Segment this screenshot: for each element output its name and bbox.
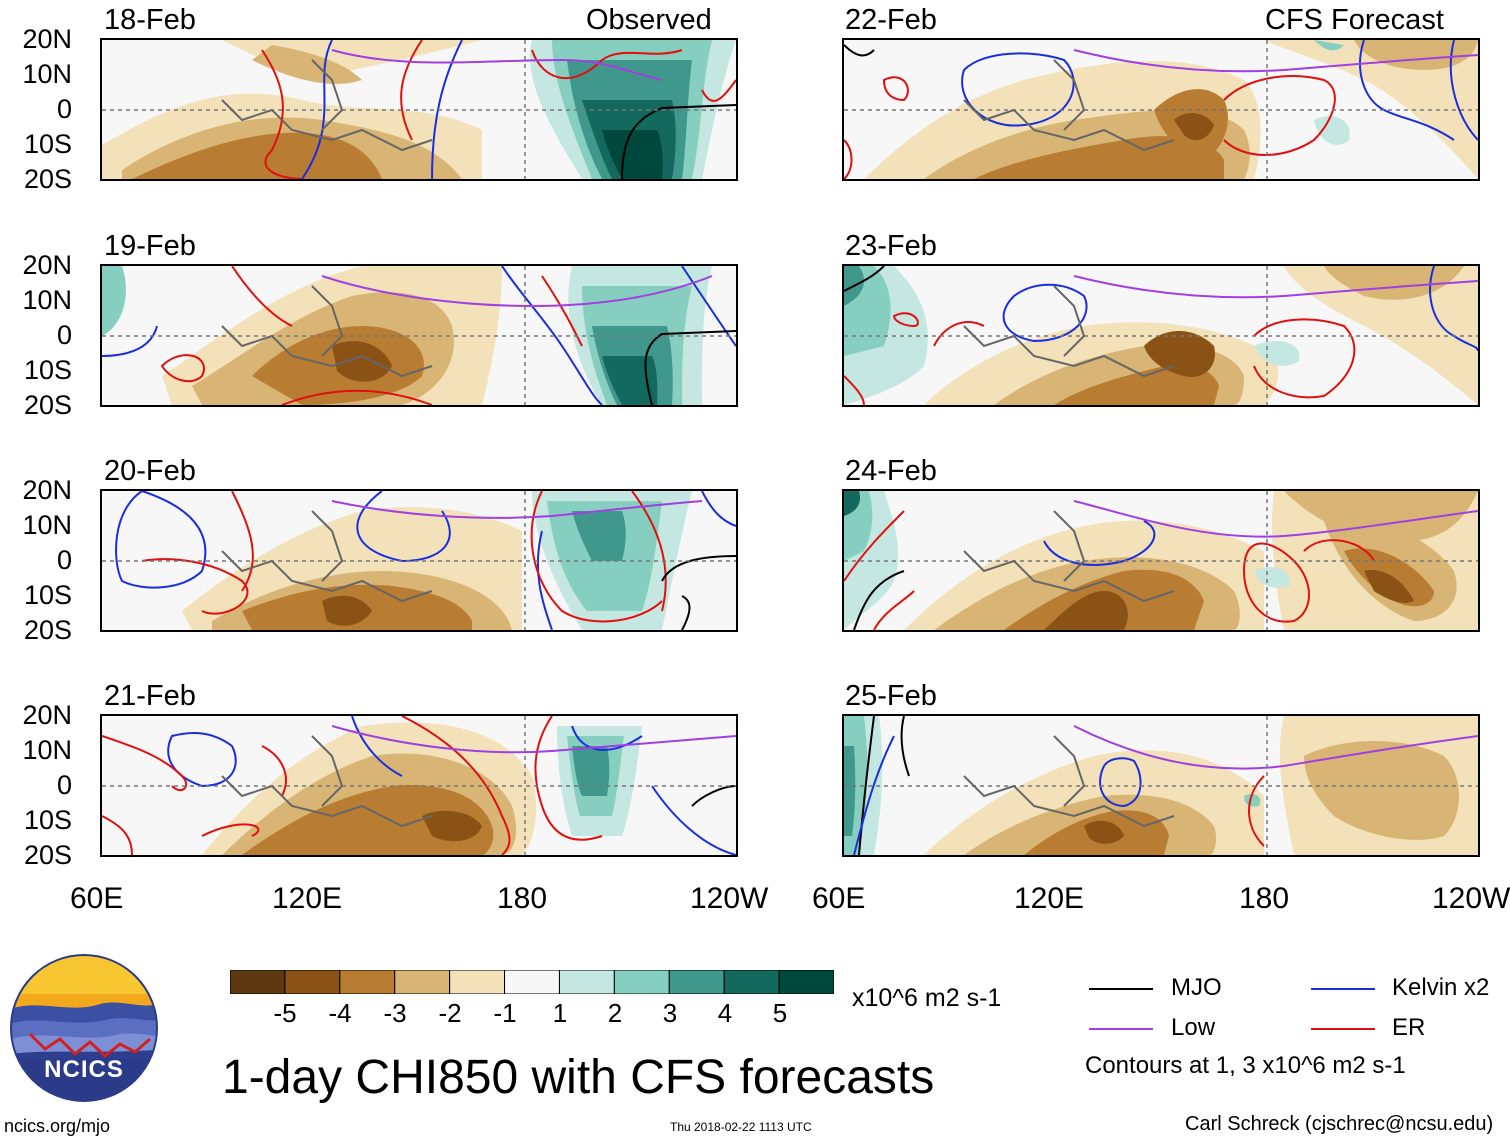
legend-line-low bbox=[1089, 1028, 1153, 1030]
lat-label: 20N bbox=[22, 250, 72, 280]
panel-date-label: 20-Feb bbox=[104, 455, 196, 487]
panel-header-observed: Observed bbox=[586, 4, 712, 36]
map-panel-19-feb bbox=[100, 264, 738, 407]
lat-label: 20N bbox=[22, 700, 72, 730]
legend-label-low: Low bbox=[1171, 1014, 1216, 1041]
ncics-logo: NCICS bbox=[10, 954, 158, 1102]
lon-label: 180 bbox=[1239, 882, 1290, 915]
ncics-logo-graphic bbox=[10, 954, 158, 1102]
panel-date-label: 23-Feb bbox=[845, 230, 937, 262]
legend-label-mjo: MJO bbox=[1171, 974, 1222, 1001]
colorbar-swatch bbox=[394, 969, 451, 995]
panel-date-label: 22-Feb bbox=[845, 4, 937, 36]
colorbar-tick-label: -3 bbox=[383, 998, 407, 1028]
lon-label: 120E bbox=[272, 882, 343, 915]
colorbar-tick-label: 5 bbox=[772, 998, 788, 1028]
colorbar-tick-label: 3 bbox=[662, 998, 678, 1028]
colorbar-units: x10^6 m2 s-1 bbox=[852, 984, 1002, 1012]
map-panel-25-feb bbox=[842, 714, 1480, 857]
lat-label: 10N bbox=[22, 735, 72, 765]
lat-label: 20N bbox=[22, 24, 72, 54]
map-field bbox=[102, 716, 736, 855]
panel-date-label: 19-Feb bbox=[104, 230, 196, 262]
map-panel-21-feb bbox=[100, 714, 738, 857]
panel-date-label: 24-Feb bbox=[845, 455, 937, 487]
lon-label: 120W bbox=[1432, 882, 1510, 915]
panel-date-label: 21-Feb bbox=[104, 680, 196, 712]
lat-label: 20S bbox=[23, 840, 72, 870]
lat-label: 10S bbox=[23, 129, 72, 159]
lon-label: 60E bbox=[812, 882, 866, 915]
lat-label: 10N bbox=[22, 59, 72, 89]
colorbar-swatches bbox=[229, 969, 835, 995]
map-field bbox=[102, 40, 736, 179]
lat-label: 20N bbox=[22, 475, 72, 505]
map-panel-18-feb bbox=[100, 38, 738, 181]
lon-label: 180 bbox=[497, 882, 548, 915]
colorbar-tick-label: 1 bbox=[552, 998, 568, 1028]
colorbar-swatch bbox=[229, 969, 286, 995]
colorbar-tick-label: -1 bbox=[493, 998, 517, 1028]
colorbar-swatch bbox=[558, 969, 615, 995]
map-panel-22-feb bbox=[842, 38, 1480, 181]
lat-label: 20S bbox=[23, 615, 72, 645]
map-panel-23-feb bbox=[842, 264, 1480, 407]
lon-label: 120W bbox=[690, 882, 769, 915]
colorbar-tick-label: 4 bbox=[717, 998, 733, 1028]
contour-legend: MJO Kelvin x2 Low ER Contours at 1, 3 x1… bbox=[1085, 972, 1505, 1082]
lat-label: 20S bbox=[23, 164, 72, 194]
figure-title: 1-day CHI850 with CFS forecasts bbox=[222, 1051, 935, 1104]
logo-text: NCICS bbox=[44, 1056, 124, 1083]
lat-label: 0 bbox=[56, 545, 72, 575]
colorbar-swatch bbox=[449, 969, 506, 995]
lon-label: 60E bbox=[70, 882, 124, 915]
map-field bbox=[102, 491, 736, 630]
colorbar-tick-labels: -5 -4 -3 -2 -1 1 2 3 4 5 bbox=[230, 1000, 834, 1030]
footer-author: Carl Schreck (cjschrec@ncsu.edu) bbox=[1185, 1113, 1494, 1135]
lat-label: 20S bbox=[23, 390, 72, 420]
map-field bbox=[844, 40, 1478, 179]
colorbar-swatch bbox=[778, 969, 835, 995]
lat-label: 10N bbox=[22, 510, 72, 540]
colorbar-swatch bbox=[504, 969, 560, 995]
map-field bbox=[844, 716, 1478, 855]
map-panel-24-feb bbox=[842, 489, 1480, 632]
legend-line-kelvin bbox=[1311, 988, 1375, 990]
legend-label-kelvin: Kelvin x2 bbox=[1392, 974, 1490, 1001]
panel-date-label: 18-Feb bbox=[104, 4, 196, 36]
colorbar-swatch bbox=[668, 969, 725, 995]
colorbar-tick-label: -2 bbox=[438, 998, 462, 1028]
lat-label: 0 bbox=[56, 94, 72, 124]
lat-label: 0 bbox=[56, 770, 72, 800]
colorbar-swatch bbox=[339, 969, 396, 995]
footer-url: ncics.org/mjo bbox=[4, 1116, 111, 1136]
map-field bbox=[844, 266, 1478, 405]
legend-line-er bbox=[1311, 1028, 1375, 1030]
colorbar-tick-label: 2 bbox=[607, 998, 623, 1028]
lat-label: 10S bbox=[23, 580, 72, 610]
lon-label: 120E bbox=[1014, 882, 1085, 915]
footer-timestamp: Thu 2018-02-22 1113 UTC bbox=[670, 1120, 812, 1134]
lat-label: 0 bbox=[56, 320, 72, 350]
colorbar-swatch bbox=[284, 969, 341, 995]
colorbar-tick-label: -4 bbox=[328, 998, 352, 1028]
lat-label: 10N bbox=[22, 285, 72, 315]
panel-header-forecast: CFS Forecast bbox=[1265, 4, 1444, 36]
colorbar-tick-label: -5 bbox=[273, 998, 297, 1028]
legend-line-mjo bbox=[1089, 988, 1153, 990]
map-field bbox=[102, 266, 736, 405]
colorbar-swatch bbox=[613, 969, 670, 995]
map-panel-20-feb bbox=[100, 489, 738, 632]
lat-label: 10S bbox=[23, 805, 72, 835]
legend-contour-note: Contours at 1, 3 x10^6 m2 s-1 bbox=[1085, 1052, 1406, 1079]
legend-label-er: ER bbox=[1392, 1014, 1426, 1041]
lat-label: 10S bbox=[23, 355, 72, 385]
colorbar bbox=[229, 969, 835, 995]
colorbar-swatch bbox=[723, 969, 780, 995]
panel-date-label: 25-Feb bbox=[845, 680, 937, 712]
map-field bbox=[844, 491, 1478, 630]
